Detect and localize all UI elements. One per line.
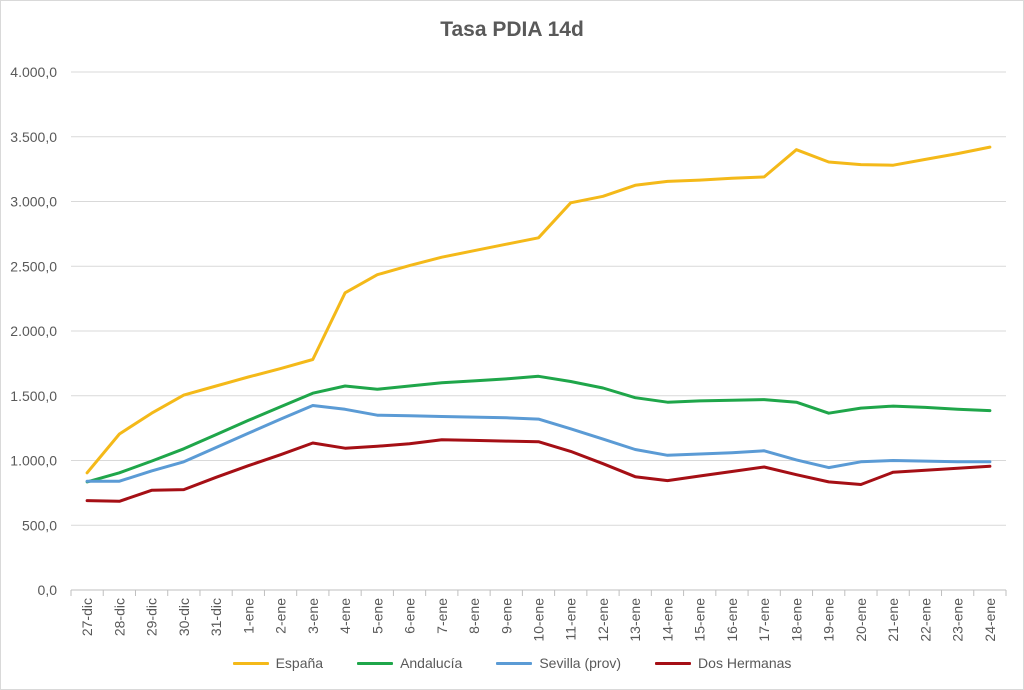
legend-label: Dos Hermanas bbox=[698, 655, 792, 671]
x-tick-label: 20-ene bbox=[853, 598, 869, 642]
x-tick-label: 22-ene bbox=[917, 598, 933, 642]
y-tick-label: 1.000,0 bbox=[10, 453, 57, 469]
x-tick-label: 7-ene bbox=[434, 598, 450, 634]
legend-item: España bbox=[232, 655, 324, 671]
legend-label: España bbox=[275, 655, 324, 671]
x-tick-label: 30-dic bbox=[176, 598, 192, 636]
x-tick-label: 21-ene bbox=[885, 598, 901, 642]
y-tick-label: 0,0 bbox=[38, 582, 58, 598]
legend-item: Dos Hermanas bbox=[655, 655, 791, 671]
y-tick-label: 1.500,0 bbox=[10, 388, 57, 404]
x-tick-label: 12-ene bbox=[595, 598, 611, 642]
x-tick-label: 6-ene bbox=[402, 598, 418, 634]
x-tick-label: 27-dic bbox=[79, 598, 95, 636]
x-tick-label: 16-ene bbox=[724, 598, 740, 642]
chart-title: Tasa PDIA 14d bbox=[440, 18, 584, 41]
x-tick-label: 23-ene bbox=[950, 598, 966, 642]
x-tick-label: 2-ene bbox=[273, 598, 289, 634]
x-tick-label: 5-ene bbox=[369, 598, 385, 634]
series-line-andalucia bbox=[85, 374, 992, 484]
x-tick-label: 4-ene bbox=[337, 598, 353, 634]
legend-swatch bbox=[655, 661, 692, 665]
x-tick-label: 28-dic bbox=[111, 598, 127, 636]
chart-legend: España Andalucía Sevilla (prov) Dos Hermana… bbox=[1, 652, 1023, 674]
y-tick-label: 500,0 bbox=[22, 517, 57, 533]
legend-swatch bbox=[357, 661, 394, 665]
legend-swatch bbox=[232, 661, 269, 665]
x-tick-label: 1-ene bbox=[240, 598, 256, 634]
y-tick-label: 3.000,0 bbox=[10, 194, 57, 210]
legend-label: Andalucía bbox=[400, 655, 463, 671]
series-line-dos-hermanas bbox=[85, 438, 992, 503]
x-tick-label: 13-ene bbox=[627, 598, 643, 642]
x-tick-label: 3-ene bbox=[305, 598, 321, 634]
x-tick-label: 29-dic bbox=[144, 598, 160, 636]
x-tick-label: 24-ene bbox=[982, 598, 998, 642]
series-line-espana bbox=[85, 145, 992, 475]
x-tick-label: 15-ene bbox=[692, 598, 708, 642]
x-tick-label: 19-ene bbox=[821, 598, 837, 642]
legend-item: Sevilla (prov) bbox=[496, 655, 621, 671]
x-tick-label: 18-ene bbox=[788, 598, 804, 642]
x-tick-label: 9-ene bbox=[498, 598, 514, 634]
legend-label: Sevilla (prov) bbox=[539, 655, 622, 671]
x-tick-label: 14-ene bbox=[659, 598, 675, 642]
x-tick-label: 8-ene bbox=[466, 598, 482, 634]
y-tick-label: 4.000,0 bbox=[10, 64, 57, 80]
y-tick-label: 2.500,0 bbox=[10, 258, 57, 274]
x-tick-label: 11-ene bbox=[563, 598, 579, 641]
legend-swatch bbox=[496, 661, 533, 665]
y-tick-label: 3.500,0 bbox=[10, 129, 57, 145]
y-tick-label: 2.000,0 bbox=[10, 323, 57, 339]
x-tick-label: 10-ene bbox=[531, 598, 547, 642]
x-tick-label: 17-ene bbox=[756, 598, 772, 642]
series-line-sevilla-prov bbox=[85, 404, 992, 483]
legend-item: Andalucía bbox=[357, 655, 462, 671]
x-tick-label: 31-dic bbox=[208, 598, 224, 636]
